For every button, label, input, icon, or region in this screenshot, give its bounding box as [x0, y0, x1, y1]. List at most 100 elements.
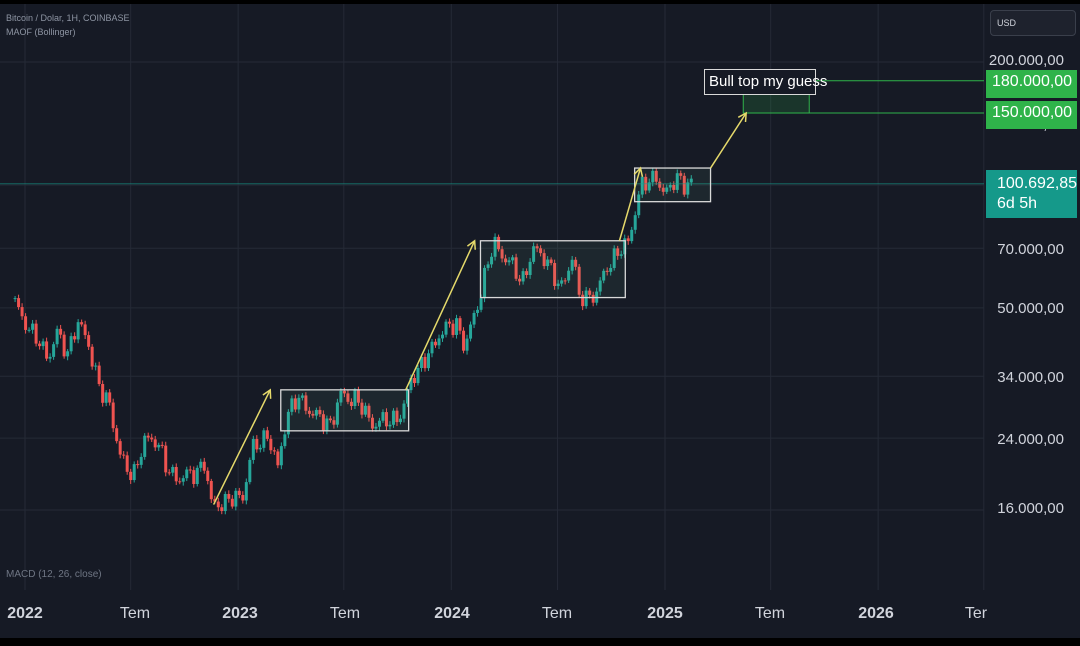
bull-top-annotation[interactable]: Bull top my guess [704, 69, 827, 95]
candle-body [132, 464, 136, 481]
candle-body [230, 498, 234, 507]
candle-body [556, 283, 560, 287]
candle-body [346, 393, 350, 402]
trend-arrow [618, 167, 642, 241]
candle-body [374, 426, 378, 429]
candle-body [220, 507, 224, 512]
candle-body [490, 256, 494, 265]
current-price-tag[interactable]: 100.692,85 6d 5h [986, 170, 1077, 218]
candle-body [283, 434, 287, 447]
candle-body [675, 173, 679, 190]
candle-body [553, 263, 557, 287]
candle-body [31, 323, 35, 330]
candle-body [441, 334, 445, 339]
candle-body [258, 447, 262, 450]
candle-body [34, 323, 38, 344]
candle-body [654, 170, 658, 182]
candle-body [567, 270, 571, 281]
level-tag-150000[interactable]: 150.000,00 [986, 101, 1077, 129]
trend-arrow [709, 112, 747, 169]
candle-body [202, 461, 206, 471]
candle-body [588, 290, 592, 295]
candle-body [574, 259, 578, 267]
candle-body [143, 435, 147, 457]
candle-body [328, 418, 332, 421]
candle-body [59, 328, 63, 335]
candle-body [455, 318, 459, 335]
y-tick-16000: 16.000,00 [997, 500, 1064, 517]
candle-body [616, 248, 620, 256]
candle-body [94, 365, 98, 367]
candle-body [511, 257, 515, 261]
candle-body [546, 259, 550, 267]
candle-body [451, 323, 455, 335]
candle-body [227, 493, 231, 499]
candle-body [185, 469, 189, 479]
candle-body [125, 455, 129, 472]
candle-body [171, 466, 175, 473]
overlay-layer [0, 80, 984, 505]
candle-body [339, 390, 343, 403]
candle-body [633, 215, 637, 230]
trend-arrow-head [633, 166, 644, 177]
consolidation-box [633, 167, 712, 203]
candle-body [97, 365, 101, 384]
candle-body [248, 459, 252, 483]
candle-body [153, 439, 157, 448]
candle-body [199, 461, 203, 468]
candle-body [539, 248, 543, 254]
candle-body [262, 430, 266, 448]
candle-body [549, 259, 553, 264]
candle-body [462, 330, 466, 351]
candle-body [206, 470, 210, 481]
symbol-title[interactable]: Bitcoin / Dolar, 1H, COINBASE [6, 13, 130, 23]
candle-body [479, 298, 483, 310]
candle-body [286, 411, 290, 435]
candle-body [223, 493, 227, 512]
candle-body [276, 451, 280, 466]
indicator-title[interactable]: MAOF (Bollinger) [6, 27, 76, 37]
trend-arrow [405, 240, 476, 391]
candle-body [535, 246, 539, 249]
x-tick-2026: 2026 [858, 605, 894, 622]
candle-body [651, 170, 655, 183]
candle-body [560, 280, 564, 284]
candle-body [300, 395, 304, 398]
consolidation-box [479, 240, 626, 299]
candle-body [272, 450, 276, 452]
candle-body [367, 405, 371, 418]
level-tag-180000[interactable]: 180.000,00 [986, 70, 1077, 98]
candle-body [570, 259, 574, 271]
candle-body [423, 356, 427, 369]
candle-body [668, 184, 672, 188]
candle-body [388, 424, 392, 427]
candle-body [377, 420, 381, 427]
candle-body [111, 402, 115, 429]
macd-indicator-label[interactable]: MACD (12, 26, close) [6, 569, 102, 580]
currency-selector[interactable]: USD [990, 10, 1076, 36]
candle-body [122, 454, 126, 456]
candle-body [307, 410, 311, 414]
candle-body [76, 322, 80, 340]
candle-body [17, 298, 21, 308]
candle-body [353, 390, 357, 407]
candle-body [504, 258, 508, 263]
chart-area[interactable]: Bitcoin / Dolar, 1H, COINBASE MAOF (Boll… [0, 4, 1080, 638]
candle-body [290, 398, 294, 412]
candle-body [244, 482, 248, 501]
candle-body [500, 249, 504, 259]
candle-body [335, 402, 339, 425]
candle-body [188, 469, 192, 471]
candle-body [528, 261, 532, 275]
candle-body [448, 321, 452, 324]
candle-body [486, 264, 490, 268]
candle-body [304, 395, 308, 411]
candle-body [157, 444, 161, 448]
candle-body [195, 467, 199, 484]
candle-body [115, 428, 119, 442]
chart-svg[interactable] [0, 4, 1080, 638]
candle-body [209, 480, 213, 500]
candle-countdown: 6d 5h [997, 195, 1038, 212]
candle-body [108, 392, 112, 403]
candle-body [384, 412, 388, 427]
